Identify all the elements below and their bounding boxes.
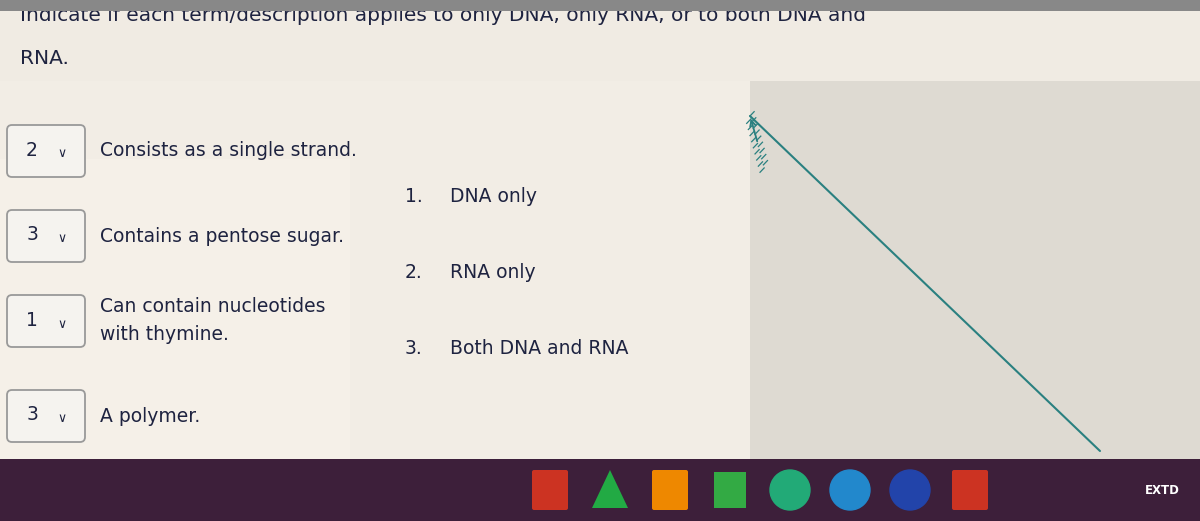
FancyBboxPatch shape	[532, 470, 568, 510]
Text: with thymine.: with thymine.	[100, 326, 229, 344]
FancyBboxPatch shape	[7, 125, 85, 177]
Text: RNA only: RNA only	[450, 264, 535, 282]
FancyBboxPatch shape	[7, 210, 85, 262]
Text: 2: 2	[26, 141, 38, 159]
Circle shape	[890, 470, 930, 510]
Text: ∨: ∨	[58, 317, 66, 330]
FancyBboxPatch shape	[0, 0, 750, 459]
Text: RNA.: RNA.	[20, 49, 68, 68]
Text: A polymer.: A polymer.	[100, 406, 200, 426]
FancyBboxPatch shape	[7, 295, 85, 347]
FancyBboxPatch shape	[0, 0, 1200, 11]
Text: Consists as a single strand.: Consists as a single strand.	[100, 142, 356, 160]
FancyBboxPatch shape	[0, 459, 1200, 521]
Circle shape	[770, 470, 810, 510]
FancyBboxPatch shape	[0, 0, 1200, 81]
FancyBboxPatch shape	[750, 0, 1200, 459]
FancyBboxPatch shape	[7, 390, 85, 442]
Text: Can contain nucleotides: Can contain nucleotides	[100, 297, 325, 316]
FancyBboxPatch shape	[952, 470, 988, 510]
Text: ∨: ∨	[58, 232, 66, 245]
Text: EXTD: EXTD	[1145, 483, 1180, 497]
Text: 3.: 3.	[406, 340, 422, 358]
Text: 3: 3	[26, 405, 38, 425]
Text: ∨: ∨	[58, 413, 66, 426]
FancyBboxPatch shape	[0, 159, 350, 459]
Text: 1: 1	[26, 311, 38, 329]
Text: 2.: 2.	[406, 264, 422, 282]
Text: Contains a pentose sugar.: Contains a pentose sugar.	[100, 227, 344, 245]
Text: 3: 3	[26, 226, 38, 244]
FancyBboxPatch shape	[714, 472, 746, 508]
FancyBboxPatch shape	[652, 470, 688, 510]
Text: 1.: 1.	[406, 187, 422, 205]
Text: Indicate if each term/description applies to only DNA, only RNA, or to both DNA : Indicate if each term/description applie…	[20, 6, 866, 25]
Text: DNA only: DNA only	[450, 187, 538, 205]
Text: ∨: ∨	[58, 147, 66, 160]
Polygon shape	[592, 470, 628, 508]
Circle shape	[830, 470, 870, 510]
Text: Both DNA and RNA: Both DNA and RNA	[450, 340, 629, 358]
